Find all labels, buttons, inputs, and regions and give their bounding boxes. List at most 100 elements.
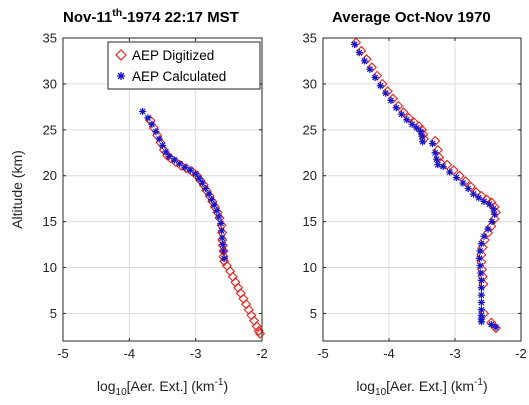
x-axis-label: log10[Aer. Ext.] (km-1): [356, 377, 487, 398]
point-calculated: [408, 120, 416, 128]
right-panel: -5 -4 -3 -2 5 10 15 20 25 30 35 Average Oct-Nov 197…: [303, 9, 527, 398]
x-tick-label: -4: [124, 346, 136, 361]
title-superscript: th: [112, 7, 122, 19]
point-calculated: [439, 162, 447, 171]
point-digitized: [218, 245, 229, 257]
point-calculated: [434, 161, 442, 169]
point-calculated: [202, 184, 210, 193]
point-calculated: [484, 225, 492, 233]
point-calculated: [432, 155, 441, 163]
legend: AEP Digitized AEP Calculated: [107, 41, 261, 90]
point-calculated: [355, 49, 363, 57]
point-calculated: [419, 138, 427, 146]
point-calculated: [152, 128, 160, 136]
point-digitized: [489, 213, 500, 224]
plot-area: [323, 38, 521, 341]
point-digitized: [478, 278, 489, 290]
chart-title: Nov-11th-1974 22:17 MST: [63, 7, 239, 26]
point-calculated: [387, 96, 395, 105]
point-calculated: [477, 291, 485, 299]
point-calculated: [217, 219, 225, 228]
x-tick-label: -2: [256, 346, 268, 361]
point-calculated: [382, 89, 390, 97]
legend-marker-digitized: [115, 49, 127, 61]
point-calculated: [366, 65, 374, 73]
point-calculated: [186, 166, 194, 174]
point-digitized: [218, 251, 229, 262]
point-calculated: [428, 139, 437, 148]
point-calculated: [170, 156, 179, 164]
point-calculated: [165, 152, 173, 161]
xlabel-text: [Aer. Ext.] (km: [386, 378, 474, 394]
point-digitized: [254, 328, 266, 339]
xlabel-subscript: 10: [116, 387, 128, 398]
y-axis-label: Altitude (km): [9, 150, 25, 229]
point-calculated: [477, 240, 485, 248]
y-tick-label: 30: [303, 76, 317, 91]
point-calculated: [217, 227, 226, 235]
y-tick-label: 25: [303, 122, 317, 137]
point-calculated: [487, 320, 495, 329]
point-calculated: [418, 132, 426, 140]
point-calculated: [431, 149, 439, 157]
point-calculated: [220, 254, 228, 262]
x-tick-label: -4: [383, 346, 395, 361]
x-tick-label: -3: [190, 346, 202, 361]
point-calculated: [218, 234, 226, 242]
xlabel-text: ): [223, 378, 228, 394]
point-calculated: [207, 196, 216, 204]
x-tick-label: -5: [317, 346, 329, 361]
x-tick-label: -5: [57, 346, 69, 361]
point-calculated: [158, 141, 167, 150]
point-calculated: [403, 116, 411, 124]
xlabel-subscript: 10: [375, 387, 387, 398]
y-tick-label: 10: [303, 260, 317, 275]
y-tick-label: 5: [310, 306, 317, 321]
point-calculated: [452, 173, 460, 182]
y-tick-label: 5: [50, 306, 57, 321]
series-calculated: [351, 40, 500, 331]
point-digitized: [148, 122, 159, 134]
point-calculated: [489, 205, 497, 213]
legend-label: AEP Digitized: [132, 48, 214, 63]
point-calculated: [371, 73, 379, 82]
point-calculated: [477, 284, 485, 292]
point-calculated: [477, 306, 485, 314]
point-calculated: [219, 247, 228, 255]
point-calculated: [205, 190, 213, 198]
xlabel-text: [Aer. Ext.] (km: [127, 378, 215, 394]
point-calculated: [198, 179, 206, 187]
y-tick-label: 20: [43, 168, 57, 183]
point-calculated: [464, 184, 472, 193]
point-calculated: [491, 210, 499, 218]
xlabel-text: ): [483, 378, 488, 394]
point-calculated: [477, 269, 485, 277]
x-tick-label: -2: [515, 346, 527, 361]
y-tick-label: 35: [43, 31, 57, 46]
point-calculated: [351, 40, 359, 49]
point-digitized: [251, 321, 262, 332]
point-calculated: [480, 232, 488, 240]
point-calculated: [195, 174, 203, 183]
point-calculated: [176, 160, 184, 168]
point-calculated: [139, 107, 147, 116]
chart-title: Average Oct-Nov 1970: [332, 9, 491, 26]
point-calculated: [477, 298, 485, 307]
point-calculated: [477, 318, 485, 326]
axes-box: [322, 37, 522, 342]
y-tick-label: 15: [43, 214, 57, 229]
point-calculated: [413, 124, 421, 132]
point-digitized: [430, 135, 441, 146]
y-tick-label: 35: [303, 31, 317, 46]
point-calculated: [477, 276, 485, 284]
y-tick-label: 15: [303, 214, 317, 229]
y-tick-label: 25: [43, 122, 57, 137]
legend-marker-calculated: [117, 72, 125, 80]
y-tick-label: 10: [43, 260, 57, 275]
point-calculated: [210, 201, 218, 209]
point-calculated: [376, 82, 385, 90]
y-tick-label: 20: [303, 168, 317, 183]
axes-box: [62, 37, 263, 342]
legend-box: [107, 41, 261, 90]
